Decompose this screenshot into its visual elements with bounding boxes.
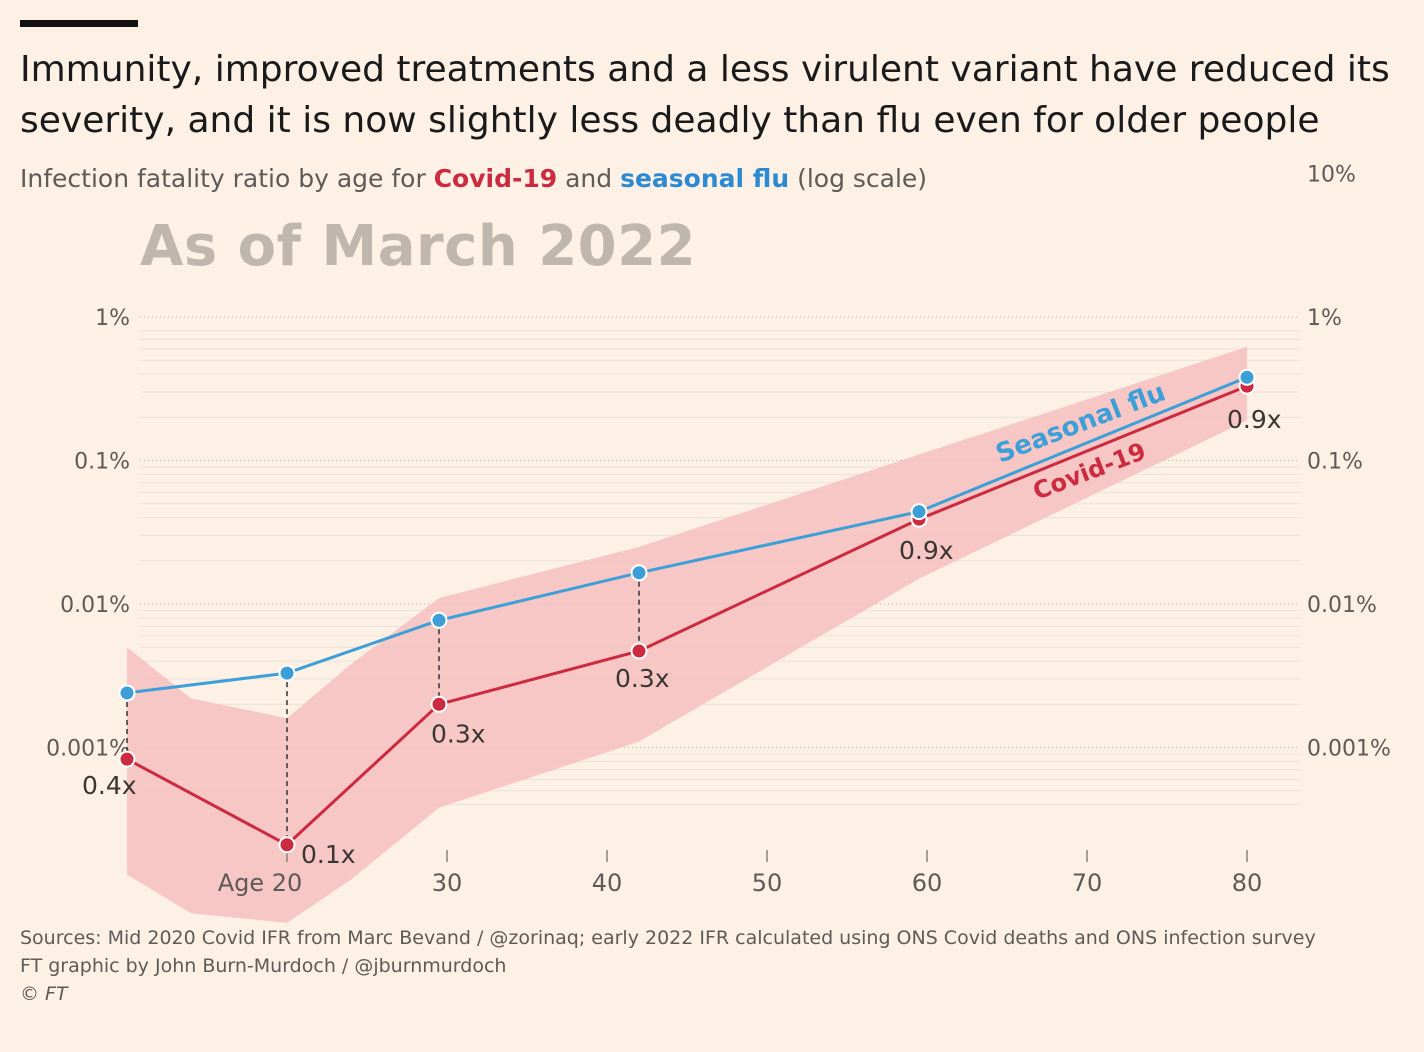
flu-point-group — [118, 368, 1256, 702]
subtitle-flu: seasonal flu — [620, 164, 790, 193]
copyright-note: © FT — [20, 983, 68, 1005]
flu-point — [630, 564, 648, 582]
flu-point — [118, 684, 136, 702]
chart-footer: Sources: Mid 2020 Covid IFR from Marc Be… — [20, 924, 1316, 1008]
x-tick-label: Age 20 — [218, 869, 303, 897]
ratio-label: 0.9x — [899, 536, 954, 565]
y-tick-label-right: 1% — [1307, 306, 1342, 331]
x-tick-label: 40 — [592, 869, 623, 897]
ratio-label: 0.3x — [431, 719, 486, 748]
y-axis-left: 1% 0.1% 0.01% 0.001% — [46, 306, 130, 762]
y-tick-label-right: 10% — [1307, 163, 1356, 188]
y-tick-label-left: 0.01% — [60, 593, 130, 618]
y-tick-label-left: 0.1% — [74, 450, 130, 475]
y-tick-label-left: 0.001% — [46, 737, 130, 762]
x-tick-label: 50 — [752, 869, 783, 897]
y-tick-label-right: 0.1% — [1307, 450, 1363, 475]
flu-point — [1238, 368, 1256, 386]
subtitle-prefix: Infection fatality ratio by age for — [20, 164, 434, 193]
ratio-label: 0.1x — [301, 840, 356, 869]
brand-bar — [20, 20, 138, 27]
x-axis: Age 20 30 40 50 60 70 80 — [218, 850, 1263, 897]
ratio-label: 0.3x — [615, 664, 670, 693]
flu-point — [278, 664, 296, 682]
x-tick-label: 30 — [432, 869, 463, 897]
covid-point — [430, 695, 448, 713]
chart-subtitle: Infection fatality ratio by age for Covi… — [20, 164, 927, 193]
x-tick-label: 80 — [1232, 869, 1263, 897]
covid-point — [630, 642, 648, 660]
y-axis-right: 10% 1% 0.1% 0.01% 0.001% — [1307, 163, 1391, 762]
ratio-connectors — [126, 572, 640, 845]
flu-line — [126, 375, 1248, 695]
x-tick-label: 70 — [1072, 869, 1103, 897]
covid-line — [126, 384, 1248, 847]
y-tick-label-left: 1% — [95, 306, 130, 331]
flu-point — [910, 503, 928, 521]
subtitle-suffix: (log scale) — [789, 164, 928, 193]
flu-point — [430, 611, 448, 629]
chart-headline: Immunity, improved treatments and a less… — [20, 49, 1390, 141]
ratio-labels: 0.4x 0.1x 0.3x 0.3x 0.9x 0.9x — [82, 405, 1282, 869]
subtitle-and: and — [557, 164, 621, 193]
date-stamp: As of March 2022 — [140, 214, 697, 279]
sources-note: Sources: Mid 2020 Covid IFR from Marc Be… — [20, 927, 1316, 949]
ratio-label: 0.4x — [82, 771, 137, 800]
covid-point — [118, 750, 136, 768]
ratio-label: 0.9x — [1227, 405, 1282, 434]
credit-note: FT graphic by John Burn-Murdoch / @jburn… — [20, 955, 507, 977]
subtitle-covid: Covid-19 — [433, 164, 558, 193]
y-tick-label-right: 0.01% — [1307, 593, 1377, 618]
y-tick-label-right: 0.001% — [1307, 737, 1391, 762]
covid-point — [278, 836, 296, 854]
x-tick-label: 60 — [912, 869, 943, 897]
